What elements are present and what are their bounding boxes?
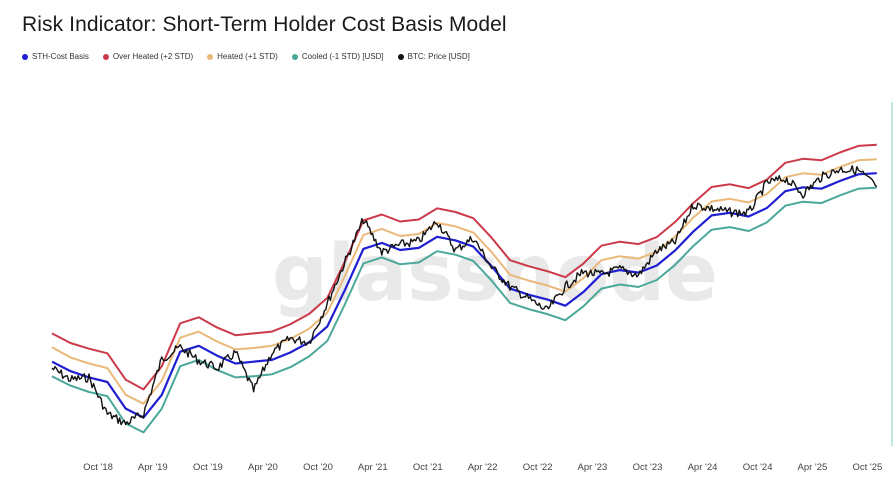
chart-title: Risk Indicator: Short-Term Holder Cost B… — [22, 13, 507, 36]
x-tick-label: Oct '25 — [852, 462, 882, 473]
legend-swatch-sth-cost-basis — [22, 53, 28, 60]
btc-price-line — [51, 165, 878, 426]
x-tick-label: Oct '24 — [743, 462, 773, 473]
legend-item-sth-cost-basis[interactable]: STH-Cost Basis — [22, 52, 89, 61]
x-tick-label: Oct '21 — [413, 462, 443, 473]
chart-legend: STH-Cost Basis Over Heated (+2 STD) Heat… — [22, 52, 470, 61]
legend-label-sth-cost-basis: STH-Cost Basis — [32, 52, 89, 61]
legend-swatch-cooled — [291, 53, 298, 60]
x-tick-label: Oct '22 — [523, 462, 553, 473]
x-tick-label: Apr '21 — [358, 462, 388, 473]
x-tick-label: Apr '24 — [688, 462, 718, 473]
heated-line — [51, 158, 877, 405]
over-heated-line — [51, 143, 877, 391]
x-axis: Oct '18 Apr '19 Oct '19 Apr '20 Oct '20 Apr '… — [83, 462, 882, 473]
legend-item-heated[interactable]: Heated (+1 STD) — [207, 52, 278, 61]
legend-item-btc-price[interactable]: BTC: Price [USD] — [397, 52, 470, 61]
legend-label-over-heated: Over Heated (+2 STD) — [112, 52, 194, 61]
x-tick-label: Apr '19 — [138, 462, 168, 473]
legend-label-btc-price: BTC: Price [USD] — [407, 52, 470, 61]
legend-swatch-btc-price — [397, 53, 404, 60]
x-tick-label: Apr '22 — [468, 462, 498, 473]
x-tick-label: Oct '20 — [303, 462, 333, 473]
legend-label-heated: Heated (+1 STD) — [217, 52, 278, 61]
cooled-line — [51, 186, 877, 434]
x-tick-label: Oct '19 — [193, 462, 223, 473]
x-tick-label: Apr '25 — [797, 462, 827, 473]
x-tick-label: Apr '20 — [248, 462, 278, 473]
x-tick-label: Oct '23 — [633, 462, 663, 473]
x-tick-label: Oct '18 — [83, 462, 113, 473]
legend-item-over-heated[interactable]: Over Heated (+2 STD) — [102, 52, 194, 61]
x-tick-label: Apr '23 — [577, 462, 607, 473]
legend-swatch-over-heated — [102, 53, 109, 60]
legend-swatch-heated — [207, 53, 214, 60]
legend-item-cooled[interactable]: Cooled (-1 STD) [USD] — [291, 52, 384, 61]
sth-cost-basis-line — [51, 172, 877, 419]
legend-label-cooled: Cooled (-1 STD) [USD] — [301, 52, 384, 61]
series-layer — [51, 143, 878, 434]
